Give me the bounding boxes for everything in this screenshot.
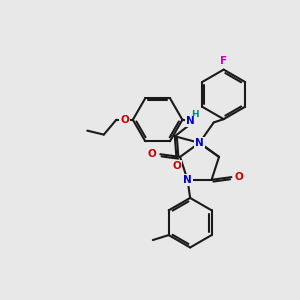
Text: N: N xyxy=(186,116,195,126)
Text: O: O xyxy=(172,161,181,171)
Text: F: F xyxy=(220,56,227,66)
Text: O: O xyxy=(235,172,244,182)
Text: O: O xyxy=(148,149,157,159)
Text: H: H xyxy=(191,110,198,119)
Text: N: N xyxy=(195,138,204,148)
Text: O: O xyxy=(120,115,129,125)
Text: N: N xyxy=(183,175,192,185)
